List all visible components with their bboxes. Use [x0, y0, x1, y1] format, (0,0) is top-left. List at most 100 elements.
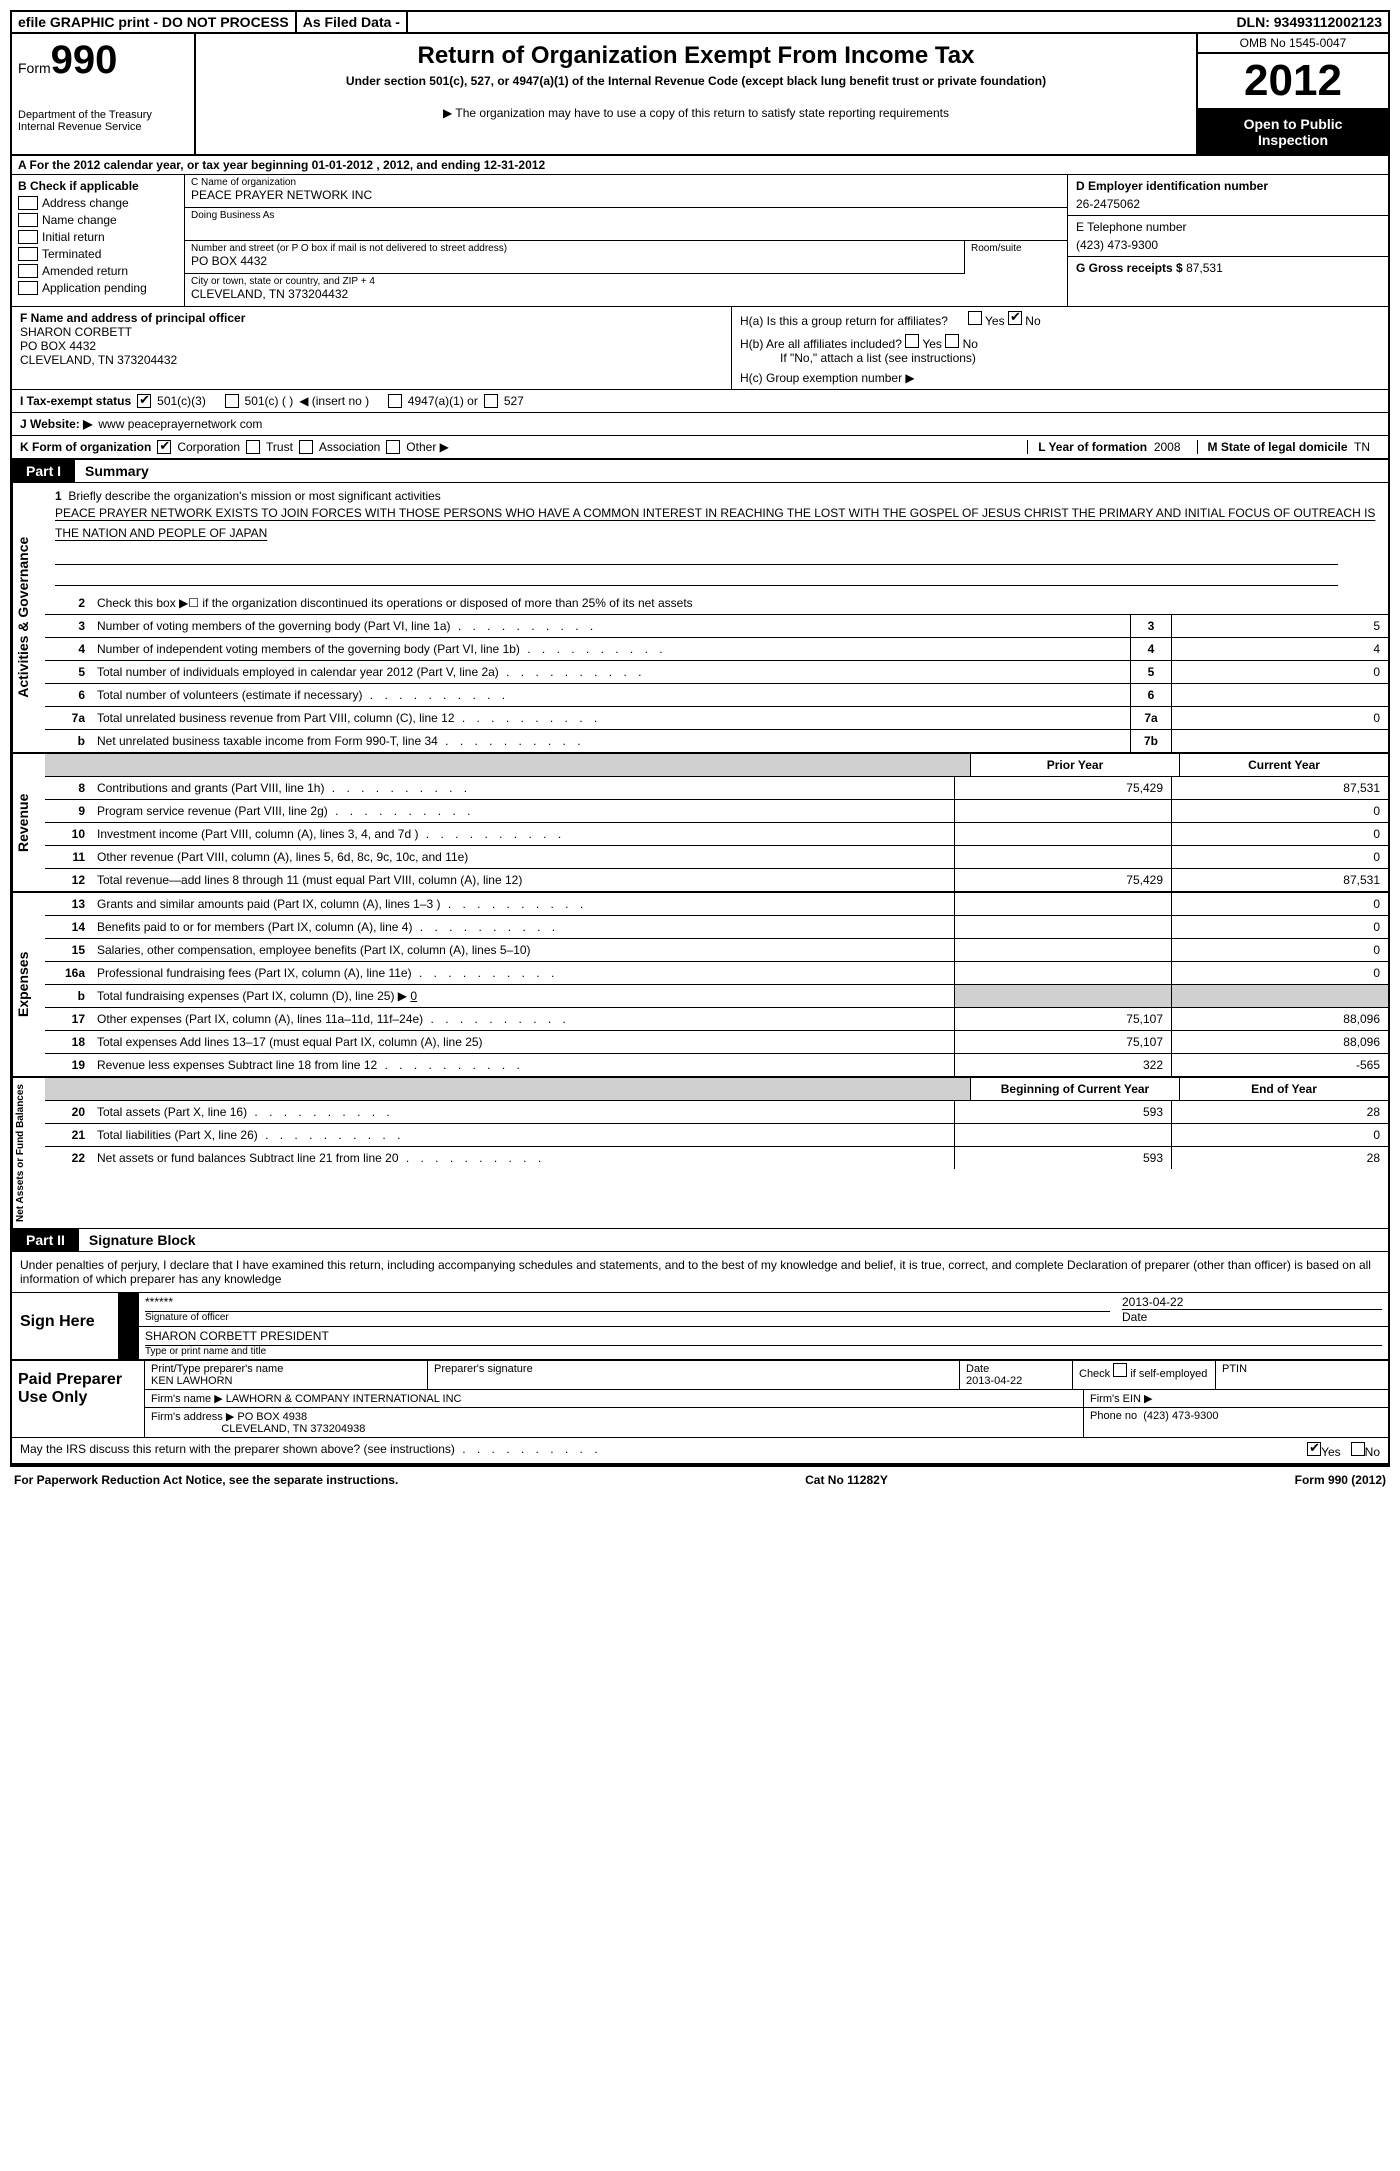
dba-cell: Doing Business As [185, 208, 1067, 241]
checkbox-icon[interactable] [484, 394, 498, 408]
preparer-row-3: Firm's address ▶ PO BOX 4938 CLEVELAND, … [145, 1408, 1388, 1437]
form-number: Form990 [18, 38, 188, 83]
chk-terminated[interactable]: Terminated [18, 247, 178, 261]
preparer-date-label: Date [966, 1363, 1066, 1375]
chk-application-pending[interactable]: Application pending [18, 281, 178, 295]
line-16b-current-shaded [1171, 985, 1388, 1007]
checkbox-icon[interactable] [246, 440, 260, 454]
line-10: 10Investment income (Part VIII, column (… [45, 822, 1388, 845]
line-13-current: 0 [1171, 893, 1388, 915]
checkbox-icon[interactable] [137, 394, 151, 408]
line-8: 8Contributions and grants (Part VIII, li… [45, 776, 1388, 799]
website-value: www peaceprayernetwork com [98, 417, 262, 431]
checkbox-icon[interactable] [157, 440, 171, 454]
vert-label-ag: Activities & Governance [12, 483, 45, 752]
line-13: 13Grants and similar amounts paid (Part … [45, 893, 1388, 915]
signature-date-field: 2013-04-22 Date [1116, 1293, 1388, 1326]
expenses-content: 13Grants and similar amounts paid (Part … [45, 893, 1388, 1076]
line-21-text: Total liabilities (Part X, line 26) [91, 1124, 954, 1146]
phone-cell: E Telephone number (423) 473-9300 [1068, 216, 1388, 257]
prior-year-header: Prior Year [970, 754, 1179, 776]
line-16b-prior-shaded [954, 985, 1171, 1007]
line-13-text: Grants and similar amounts paid (Part IX… [91, 893, 954, 915]
firm-phone-cell: Phone no (423) 473-9300 [1084, 1408, 1388, 1437]
line-2-text: Check this box ▶☐ if the organization di… [91, 592, 1388, 614]
checkbox-icon[interactable] [1113, 1363, 1127, 1377]
ein-value: 26-2475062 [1076, 197, 1380, 211]
line-7a-text: Total unrelated business revenue from Pa… [91, 707, 1130, 729]
firm-addr-label: Firm's address ▶ [151, 1411, 234, 1423]
arrow-icon [119, 1293, 139, 1326]
line-16a: 16aProfessional fundraising fees (Part I… [45, 961, 1388, 984]
line-15-text: Salaries, other compensation, employee b… [91, 939, 954, 961]
chk-amended-return[interactable]: Amended return [18, 264, 178, 278]
sign-here-label: Sign Here [12, 1293, 119, 1359]
chk-address-change[interactable]: Address change [18, 196, 178, 210]
part-1-title: Summary [75, 460, 159, 482]
part-2-title: Signature Block [79, 1229, 206, 1251]
opt-insert-no: ◀ (insert no ) [299, 394, 369, 408]
vert-label-expenses: Expenses [12, 893, 45, 1076]
m-value: TN [1354, 440, 1370, 454]
m-label: M State of legal domicile [1208, 440, 1348, 454]
line-6-text: Total number of volunteers (estimate if … [91, 684, 1130, 706]
checkbox-icon [18, 264, 38, 278]
line-21-boy [954, 1124, 1171, 1146]
discuss-with-preparer-row: May the IRS discuss this return with the… [12, 1438, 1388, 1465]
footer-left: For Paperwork Reduction Act Notice, see … [14, 1473, 398, 1487]
dept-line-2: Internal Revenue Service [18, 121, 188, 133]
checkbox-icon[interactable] [1008, 311, 1022, 325]
line-20-eoy: 28 [1171, 1101, 1388, 1123]
line-4-text: Number of independent voting members of … [91, 638, 1130, 660]
boy-header: Beginning of Current Year [970, 1078, 1179, 1100]
street-value: PO BOX 4432 [191, 254, 958, 268]
line-21-eoy: 0 [1171, 1124, 1388, 1146]
chk-initial-return[interactable]: Initial return [18, 230, 178, 244]
line-20: 20Total assets (Part X, line 16) 593 28 [45, 1100, 1388, 1123]
vert-label-revenue: Revenue [12, 754, 45, 891]
dln-cell: DLN: 93493112002123 [408, 12, 1388, 32]
signature-date-value: 2013-04-22 [1122, 1295, 1382, 1310]
checkbox-icon[interactable] [945, 334, 959, 348]
officer-label: F Name and address of principal officer [20, 311, 723, 325]
top-bar: efile GRAPHIC print - DO NOT PROCESS As … [12, 12, 1388, 34]
arrow-icon [119, 1327, 139, 1359]
line-3-text: Number of voting members of the governin… [91, 615, 1130, 637]
line-7b-text: Net unrelated business taxable income fr… [91, 730, 1130, 752]
line-j-website: J Website: ▶ www peaceprayernetwork com [12, 413, 1388, 436]
checkbox-icon[interactable] [225, 394, 239, 408]
line-12: 12Total revenue—add lines 8 through 11 (… [45, 868, 1388, 891]
line-k-form-of-org: K Form of organization Corporation Trust… [12, 436, 1388, 460]
checkbox-icon[interactable] [386, 440, 400, 454]
part-2-tag: Part II [12, 1229, 79, 1251]
form-subtitle: Under section 501(c), 527, or 4947(a)(1)… [204, 74, 1188, 88]
checkbox-icon[interactable] [905, 334, 919, 348]
line-7a: 7aTotal unrelated business revenue from … [45, 706, 1388, 729]
paid-preparer-grid: Paid Preparer Use Only Print/Type prepar… [12, 1361, 1388, 1438]
opt-trust: Trust [266, 440, 293, 454]
chk-name-change[interactable]: Name change [18, 213, 178, 227]
checkbox-icon[interactable] [388, 394, 402, 408]
checkbox-icon[interactable] [1351, 1442, 1365, 1456]
line-9-prior [954, 800, 1171, 822]
vert-label-net-assets: Net Assets or Fund Balances [12, 1078, 45, 1228]
ein-cell: D Employer identification number 26-2475… [1068, 175, 1388, 216]
line-2: 2 Check this box ▶☐ if the organization … [45, 592, 1388, 614]
net-assets-section: Net Assets or Fund Balances Beginning of… [12, 1078, 1388, 1229]
checkbox-icon[interactable] [1307, 1442, 1321, 1456]
opt-527: 527 [504, 394, 524, 408]
blank-line [55, 548, 1338, 565]
chk-label: Terminated [42, 247, 101, 261]
dln-label: DLN: [1236, 14, 1269, 30]
chk-label: Application pending [42, 281, 147, 295]
as-filed-label: As Filed Data - [297, 12, 408, 32]
line-12-current: 87,531 [1171, 869, 1388, 891]
checkbox-icon[interactable] [299, 440, 313, 454]
line-16a-prior [954, 962, 1171, 984]
firm-phone-value: (423) 473-9300 [1143, 1410, 1218, 1422]
firm-ein-cell: Firm's EIN ▶ [1084, 1390, 1388, 1407]
revenue-content: Prior Year Current Year 8Contributions a… [45, 754, 1388, 891]
hb-note: If "No," attach a list (see instructions… [780, 351, 1380, 365]
checkbox-icon[interactable] [968, 311, 982, 325]
ag-content: 1 Briefly describe the organization's mi… [45, 483, 1388, 752]
